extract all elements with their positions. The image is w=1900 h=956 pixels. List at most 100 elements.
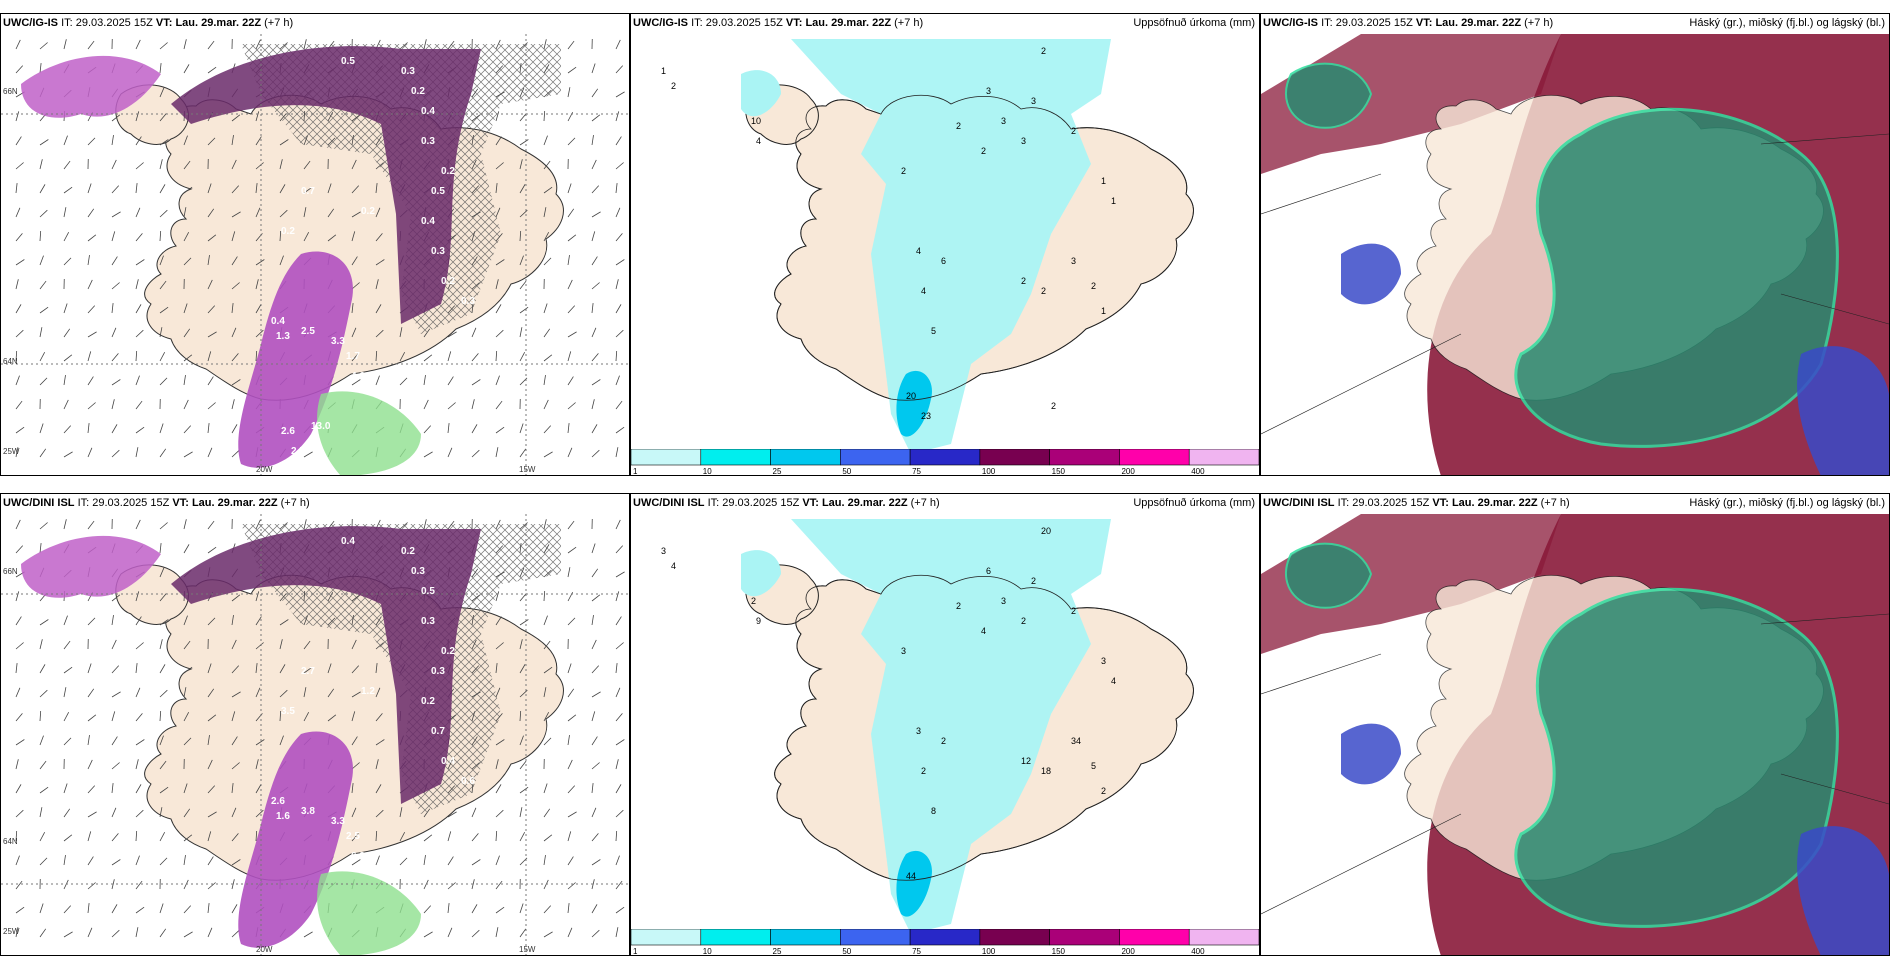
- wind-barb: [544, 304, 547, 313]
- vt-label: VT:: [786, 17, 803, 29]
- precip-value-label: 1: [661, 66, 666, 76]
- wind-barb: [520, 449, 526, 457]
- wind-barb: [616, 927, 618, 937]
- wind-value-label: 0.3: [421, 136, 435, 147]
- precip-value-label: 9: [756, 616, 761, 626]
- wind-value-label: 0.2: [401, 546, 415, 557]
- wind-value-label: 1.3: [276, 331, 290, 342]
- wind-barb: [376, 856, 380, 865]
- wind-barb: [88, 332, 97, 337]
- wind-barb: [616, 663, 617, 673]
- precip-value-label: 23: [921, 411, 931, 421]
- wind-barb: [16, 740, 24, 745]
- wind-barb: [592, 283, 600, 289]
- wind-barb: [496, 427, 504, 433]
- wind-value-label: 0.2: [421, 696, 435, 707]
- it-label: IT:: [61, 17, 73, 29]
- wind-barb: [616, 617, 621, 625]
- wind-barb: [160, 858, 167, 865]
- wind-value-label: 0.2: [281, 226, 295, 237]
- wind-barb: [40, 929, 46, 937]
- precip-value-label: 12: [1021, 756, 1031, 766]
- colorbar-swatch: [771, 929, 841, 945]
- wind-barb: [160, 523, 168, 529]
- wind-value-label: 0.4: [441, 756, 455, 767]
- it-value: 29.03.2025 15Z: [706, 17, 783, 29]
- colorbar-swatch: [1189, 929, 1259, 945]
- wind-barb: [472, 808, 476, 817]
- wind-barb: [184, 375, 186, 385]
- panel-header: UWC/IG-IS IT: 29.03.2025 15Z VT: Lau. 29…: [631, 14, 1259, 34]
- wind-barb: [448, 423, 449, 433]
- wind-value-label: 8.8: [361, 861, 375, 872]
- wind-barb: [496, 881, 502, 889]
- precip-area-green: [317, 391, 421, 476]
- wind-barb: [64, 809, 70, 817]
- precip-value-label: 4: [756, 136, 761, 146]
- wind-value-label: 0.5: [421, 586, 435, 597]
- vt-value: Lau. 29.mar. 22Z: [1452, 497, 1538, 509]
- model-name: UWC/DINI ISL: [1263, 497, 1335, 509]
- wind-barb: [88, 403, 96, 409]
- wind-barb: [16, 279, 18, 289]
- precip-value-label: 3: [901, 646, 906, 656]
- wind-barb: [568, 831, 571, 841]
- wind-barb: [232, 450, 239, 457]
- wind-barb: [208, 928, 212, 937]
- wind-barb: [544, 855, 546, 865]
- wind-barb: [160, 63, 161, 73]
- wind-barb: [472, 450, 479, 457]
- wind-barb: [88, 351, 91, 361]
- lead-time: (+7 h): [264, 17, 293, 29]
- wind-barb: [592, 692, 601, 697]
- wind-barb: [616, 759, 618, 769]
- precip-value-label: 20: [1041, 526, 1051, 536]
- wind-barb: [160, 449, 166, 457]
- wind-barb: [40, 639, 42, 649]
- wind-barb: [184, 400, 188, 409]
- wind-value-label: 0.5: [431, 186, 445, 197]
- wind-barb: [88, 760, 92, 769]
- wind-barb: [208, 448, 212, 457]
- wind-barb: [520, 904, 523, 913]
- wind-barb: [160, 639, 162, 649]
- colorbar-swatch: [980, 929, 1050, 945]
- panel-cloud-bottom: UWC/DINI ISL IT: 29.03.2025 15Z VT: Lau.…: [1260, 493, 1890, 956]
- wind-barb: [40, 256, 44, 265]
- wind-barb: [40, 449, 46, 457]
- vt-value: Lau. 29.mar. 22Z: [1435, 17, 1521, 29]
- wind-barb: [496, 784, 501, 793]
- wind-barb: [64, 616, 68, 625]
- wind-barb: [64, 855, 66, 865]
- wind-value-label: 1.6: [276, 811, 290, 822]
- wind-barb: [520, 140, 528, 145]
- model-name: UWC/IG-IS: [3, 17, 58, 29]
- wind-barb: [40, 327, 42, 337]
- wind-barb: [88, 831, 91, 841]
- wind-barb: [64, 738, 71, 745]
- colorbar-tick: 75: [912, 467, 921, 475]
- wind-barb: [592, 135, 594, 145]
- wind-barb: [112, 930, 119, 937]
- colorbar-tick: 50: [842, 467, 851, 475]
- wind-barb: [520, 787, 528, 793]
- wind-barb: [592, 595, 600, 601]
- lead-time: (+7 h): [911, 497, 940, 509]
- colorbar-tick: 100: [982, 467, 996, 475]
- wind-barb: [64, 906, 71, 913]
- wind-barb: [112, 640, 116, 649]
- wind-barb: [88, 618, 95, 625]
- axis-label: 64N: [3, 837, 18, 846]
- wind-barb: [40, 807, 42, 817]
- wind-barb: [616, 330, 623, 337]
- wind-barb: [136, 376, 140, 385]
- precip-value-label: 2: [1071, 606, 1076, 616]
- wind-barb: [64, 355, 72, 361]
- wind-barb: [472, 399, 474, 409]
- wind-barb: [16, 137, 21, 145]
- wind-barb: [616, 447, 618, 457]
- wind-barb: [160, 832, 165, 841]
